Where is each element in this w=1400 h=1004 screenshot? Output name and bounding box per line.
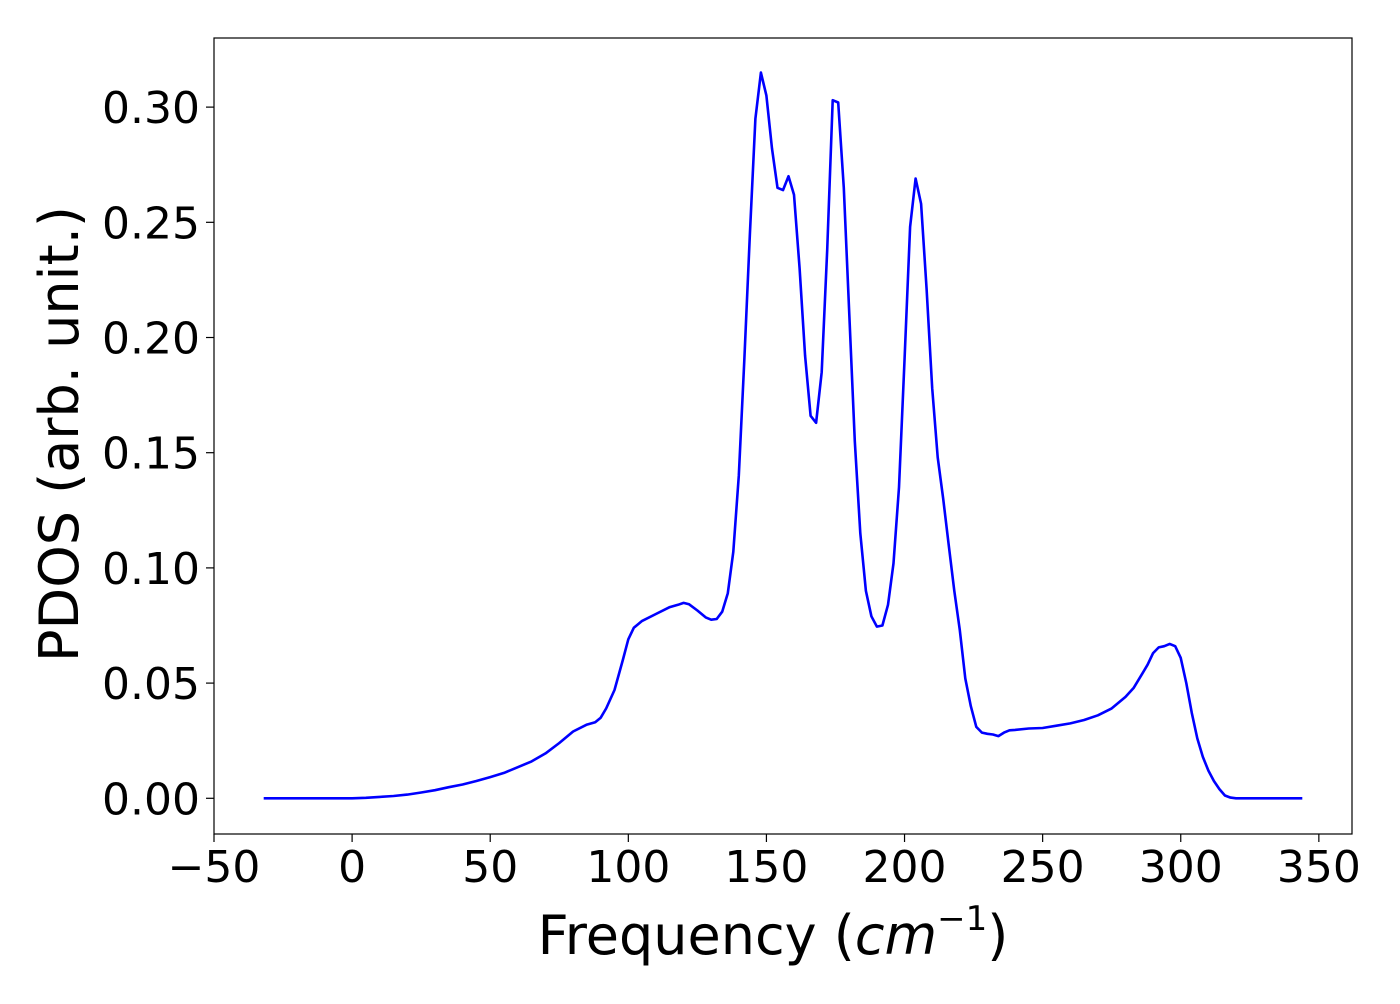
x-axis-label-text: Frequency (: [538, 904, 855, 967]
y-tick-label: 0.10: [102, 544, 200, 595]
x-axis-label-unit: cm: [855, 904, 937, 967]
y-tick-label: 0.30: [102, 83, 200, 134]
y-tick-label: 0.15: [102, 429, 200, 480]
x-tick-label: 250: [1001, 842, 1085, 893]
x-tick-label: 350: [1277, 842, 1361, 893]
x-tick-label: −50: [168, 842, 261, 893]
x-axis-label-close: ): [987, 904, 1008, 967]
y-tick-label: 0.00: [102, 774, 200, 825]
x-axis-label-exponent: −1: [937, 899, 987, 939]
x-tick-label: 300: [1139, 842, 1223, 893]
y-tick-label: 0.25: [102, 198, 200, 249]
axes-frame: [213, 37, 1353, 835]
y-tick-label: 0.05: [102, 659, 200, 710]
plot-area: [263, 71, 1303, 800]
axis-ticks: −50 0 50 100 150 200 250 300 350 0.00 0.05 0.10 0.15…: [102, 83, 1361, 893]
y-tick-label: 0.20: [102, 314, 200, 365]
x-tick-label: 100: [586, 842, 670, 893]
x-tick-label: 200: [863, 842, 947, 893]
x-tick-label: 0: [338, 842, 366, 893]
pdos-series-line: [263, 71, 1303, 800]
x-tick-label: 50: [462, 842, 518, 893]
x-axis-label: Frequency (cm−1): [538, 899, 1009, 967]
x-tick-label: 150: [724, 842, 808, 893]
y-axis-label: PDOS (arb. unit.): [28, 206, 91, 662]
